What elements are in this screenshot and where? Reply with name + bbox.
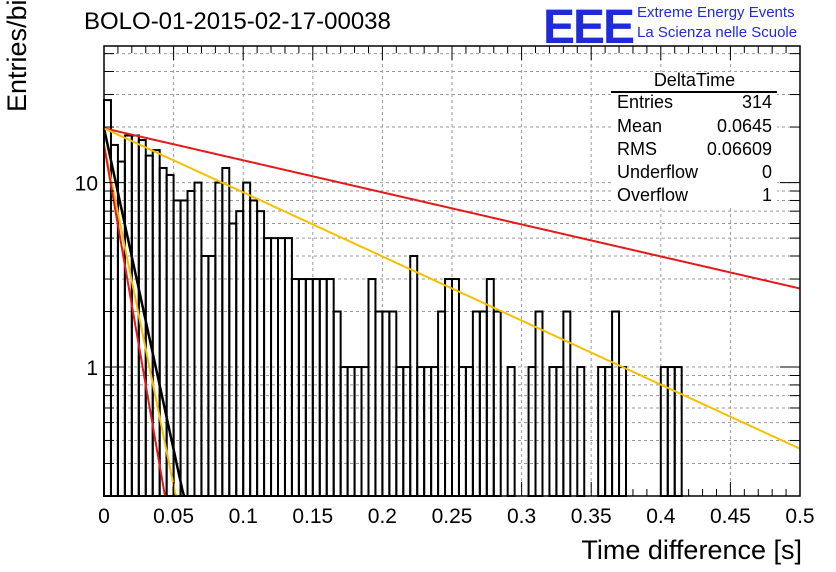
stats-box-frame	[611, 72, 777, 208]
histogram-bin	[597, 366, 607, 497]
logo-caption-line1: Extreme Energy Events	[637, 4, 795, 21]
y-axis-label: Entries/bin	[2, 0, 32, 112]
histogram-bin	[374, 310, 384, 497]
histogram-bin	[527, 366, 537, 497]
logo-caption: Extreme Energy Events La Scienza nelle S…	[637, 3, 797, 43]
histogram-bin	[228, 222, 238, 497]
stats-key: Underflow	[617, 162, 699, 182]
histogram-bin	[179, 199, 189, 498]
stats-value: 1	[761, 185, 772, 205]
fit-line-black	[102, 127, 186, 497]
axes	[103, 45, 801, 497]
histogram-bin	[492, 310, 502, 497]
fit-line-red	[103, 144, 167, 497]
histogram-bin	[430, 366, 440, 497]
histogram-bin	[214, 181, 224, 497]
logo-caption-line2: La Scienza nelle Scuole	[637, 24, 798, 41]
histogram-bin	[576, 366, 586, 497]
histogram-bin	[604, 366, 614, 497]
stats-value: 0.0645	[716, 116, 772, 136]
histogram-bin	[123, 134, 133, 497]
histogram-bin	[464, 366, 474, 497]
chart-title: BOLO-01-2015-02-17-00038	[84, 8, 391, 35]
histogram-bin	[555, 366, 565, 497]
histogram-bin	[360, 366, 370, 497]
stats-key: Entries	[617, 92, 674, 112]
histogram-bin	[548, 366, 558, 497]
histogram-bin	[221, 166, 231, 497]
histogram-bin	[471, 310, 481, 497]
histogram-bin	[534, 310, 544, 497]
stats-key: RMS	[617, 139, 657, 159]
stats-value: 314	[741, 92, 772, 112]
histogram-bin	[611, 310, 621, 497]
x-tick-label: 0.5	[785, 505, 814, 528]
stats-value: 0.06609	[706, 139, 772, 159]
histogram-bin	[186, 190, 196, 497]
x-tick-label: 0	[98, 505, 110, 528]
histogram-bin	[249, 199, 259, 498]
histogram-bin	[437, 310, 447, 497]
histogram-bin	[388, 310, 398, 497]
stats-key: Overflow	[617, 185, 689, 205]
histogram-bin	[618, 366, 627, 497]
fit-lines	[102, 127, 801, 497]
x-tick-label: 0.15	[292, 505, 333, 528]
histogram-bin	[423, 366, 433, 497]
x-tick-label: 0.35	[571, 505, 612, 528]
histogram-bin	[346, 366, 356, 497]
histogram-bin	[478, 310, 488, 497]
x-tick-label: 0.4	[646, 505, 676, 528]
histogram-bin	[506, 366, 516, 497]
histogram-bin	[395, 366, 405, 497]
histogram-bin	[235, 210, 245, 497]
stats-box-background	[611, 72, 777, 208]
histogram-bin	[402, 366, 412, 497]
stats-box-title: DeltaTime	[653, 70, 736, 90]
y-tick-label: 10	[75, 173, 98, 196]
eee-logo: EEE	[543, 1, 635, 54]
x-tick-label: 0.05	[153, 505, 194, 528]
fit-line-yellow	[103, 127, 801, 450]
histogram-bin	[673, 366, 683, 497]
x-tick-label: 0.25	[432, 505, 473, 528]
stats-value: 0	[761, 162, 772, 182]
histogram-bin	[416, 366, 426, 497]
histogram-bin	[193, 181, 203, 497]
histogram-bin	[256, 210, 266, 497]
histogram-bin	[353, 366, 363, 497]
histogram-bin	[381, 310, 391, 497]
fit-line-yellow	[103, 144, 178, 497]
tick-labels: 0 0.05 0.1 0.15 0.2 0.25 0.3 0.35 0.4 0.45 0.5 1 10	[75, 173, 815, 528]
histogram-bin	[666, 366, 676, 497]
histogram-bin	[242, 181, 252, 497]
x-tick-label: 0.45	[710, 505, 751, 528]
stats-key: Mean	[617, 116, 663, 136]
y-tick-label: 1	[86, 357, 98, 380]
x-axis-label: Time difference [s]	[581, 535, 802, 565]
histogram-bin	[332, 310, 342, 497]
x-tick-label: 0.3	[507, 505, 536, 528]
x-tick-label: 0.1	[229, 505, 258, 528]
histogram-bin	[457, 366, 467, 497]
fit-line-red	[103, 127, 801, 290]
histogram-bin	[339, 366, 349, 497]
histogram	[103, 99, 683, 498]
x-tick-label: 0.2	[368, 505, 397, 528]
